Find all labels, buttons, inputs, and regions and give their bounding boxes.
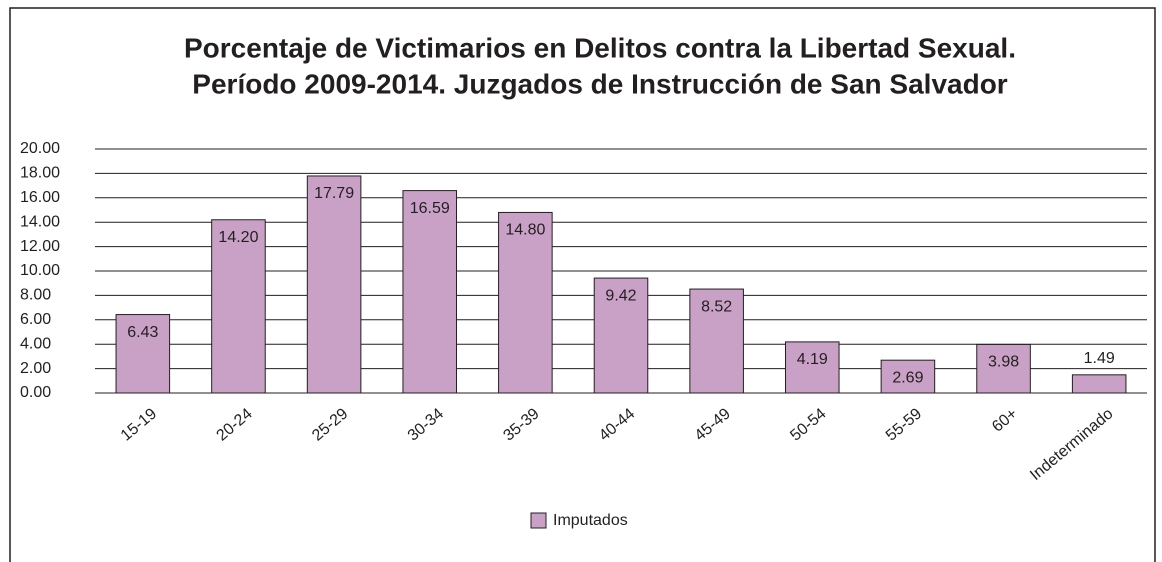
y-tick-label: 4.00 — [20, 335, 51, 352]
y-tick-label: 6.00 — [20, 311, 51, 328]
y-tick-label: 2.00 — [20, 360, 51, 377]
x-tick-label: 15-19 — [118, 405, 160, 444]
x-tick-label: 55-59 — [883, 405, 925, 444]
bar — [784, 341, 840, 394]
x-tick-label: 60+ — [989, 405, 1021, 435]
value-label: 14.80 — [505, 222, 545, 239]
value-label: 4.19 — [797, 351, 828, 368]
value-label: 3.98 — [988, 354, 1019, 371]
x-tick-label: 45-49 — [692, 405, 734, 444]
bar — [402, 190, 458, 394]
value-label: 2.69 — [892, 369, 923, 386]
bar — [115, 314, 171, 394]
y-tick-label: 14.00 — [20, 213, 60, 230]
y-tick-label: 0.00 — [20, 384, 51, 401]
x-tick-label: 25-29 — [309, 405, 351, 444]
chart-title: Período 2009-2014. Juzgados de Instrucci… — [192, 68, 1007, 99]
bar — [593, 277, 649, 394]
y-tick-label: 16.00 — [20, 189, 60, 206]
y-tick-label: 18.00 — [20, 165, 60, 182]
x-tick-label: 20-24 — [213, 405, 255, 444]
value-label: 1.49 — [1084, 350, 1115, 367]
x-tick-label: 35-39 — [500, 405, 542, 444]
bar — [1071, 374, 1127, 394]
x-tick-label: 30-34 — [405, 405, 447, 444]
frame — [9, 7, 1156, 562]
bar — [498, 211, 553, 394]
bar — [211, 219, 266, 394]
chart-title: Porcentaje de Victimarios en Delitos con… — [184, 32, 1016, 63]
value-label: 8.52 — [701, 298, 732, 315]
value-label: 9.42 — [605, 287, 636, 304]
x-tick-label: Indeterminado — [1027, 405, 1116, 484]
bar — [976, 343, 1031, 394]
bar — [306, 175, 362, 394]
value-label: 16.59 — [410, 200, 450, 217]
y-tick-label: 8.00 — [20, 287, 51, 304]
bar — [880, 359, 936, 394]
x-tick-label: 40-44 — [596, 405, 638, 444]
legend-label: Imputados — [553, 512, 628, 529]
y-tick-label: 20.00 — [20, 140, 60, 157]
x-tick-label: 50-54 — [787, 405, 829, 444]
legend-swatch — [530, 512, 547, 529]
y-tick-label: 12.00 — [20, 238, 60, 255]
value-label: 14.20 — [218, 229, 258, 246]
value-label: 6.43 — [127, 324, 158, 341]
value-label: 17.79 — [314, 185, 354, 202]
y-tick-label: 10.00 — [20, 262, 60, 279]
bar — [689, 288, 744, 394]
